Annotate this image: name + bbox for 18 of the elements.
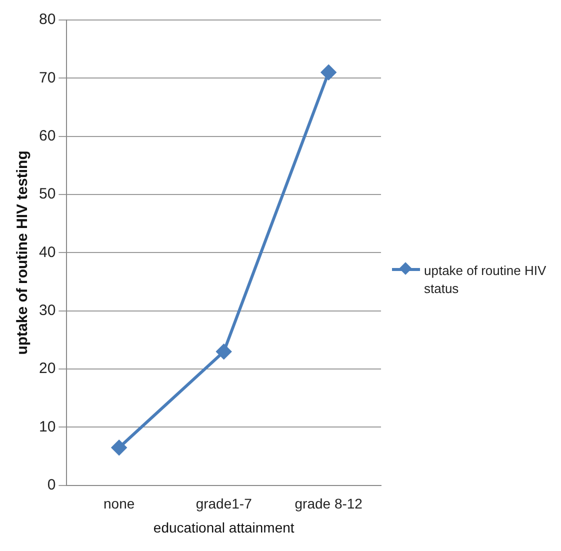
y-tick-label: 30 [38, 302, 56, 320]
y-axis-title: uptake of routine HIV testing [14, 150, 32, 355]
legend-label: uptake of routine HIV status [424, 262, 548, 298]
x-tick-label: grade 8-12 [294, 496, 363, 512]
y-tick-label: 0 [47, 476, 56, 494]
y-tick-label: 50 [38, 186, 56, 203]
point [321, 64, 336, 80]
point [112, 440, 127, 456]
y-tick-label: 20 [38, 360, 56, 378]
y-tick-label: 40 [38, 244, 56, 261]
x-tick-label: grade1-7 [196, 496, 252, 512]
point [216, 344, 232, 360]
y-tick-label: 60 [38, 127, 56, 144]
y-tick-label: 70 [38, 69, 56, 86]
y-tick-label: 80 [38, 11, 56, 28]
y-tick-label: 10 [38, 418, 56, 436]
x-tick-label: none [103, 496, 135, 512]
x-axis-title: educational attainment [153, 519, 294, 536]
